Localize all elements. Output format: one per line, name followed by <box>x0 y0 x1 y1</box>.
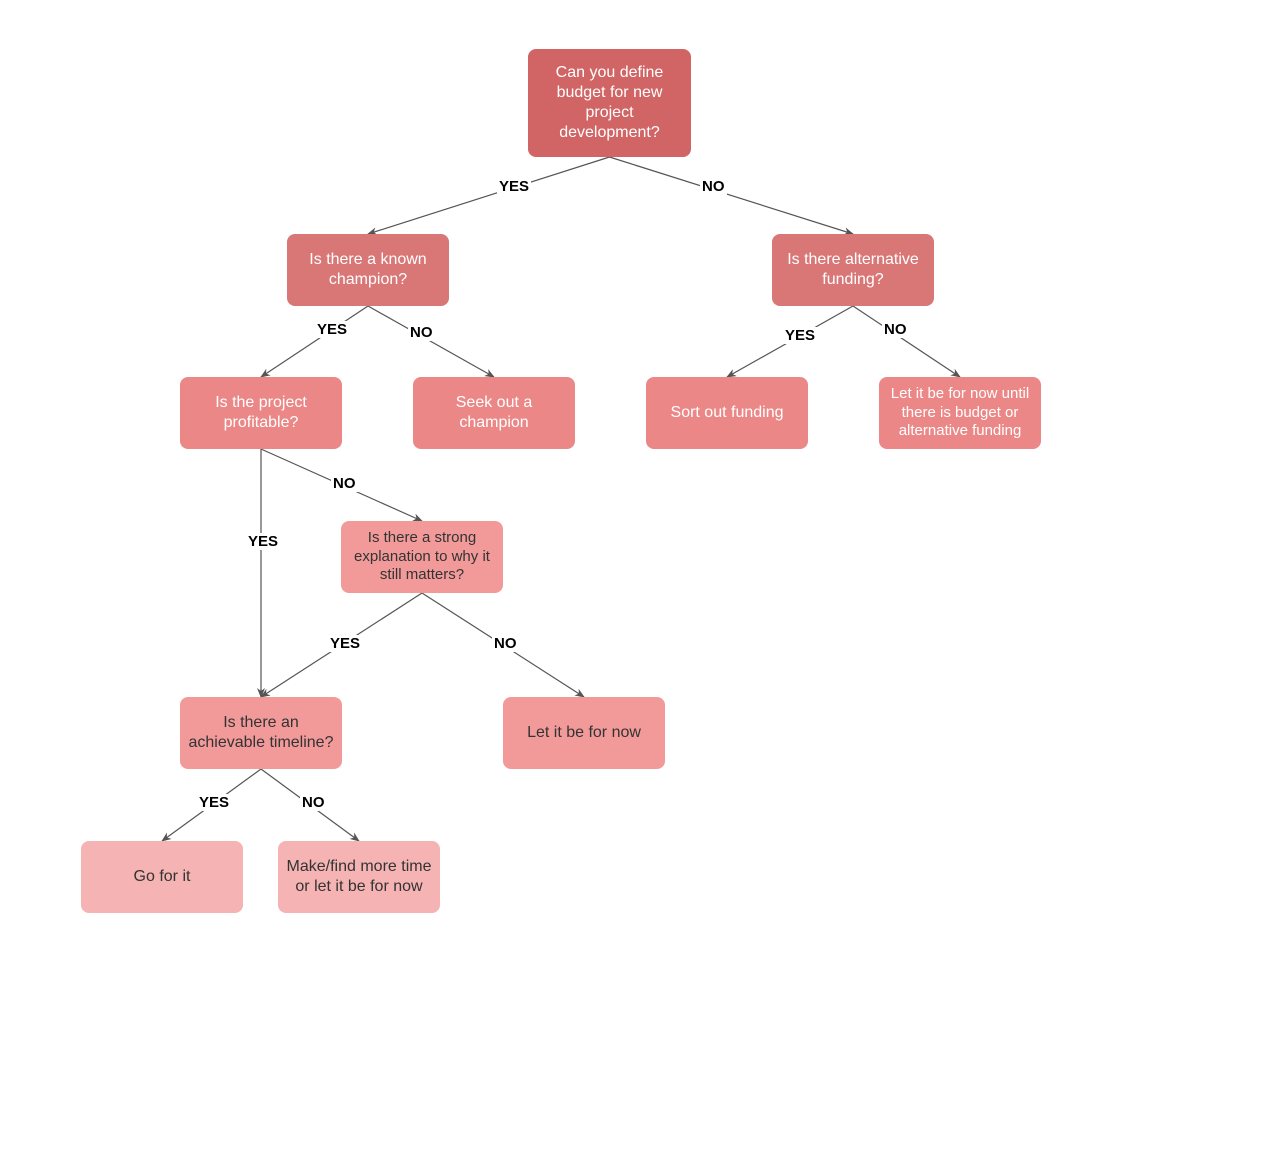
flowchart-edge-label: YES <box>328 635 362 652</box>
flowchart-node: Let it be for now <box>503 697 665 769</box>
flowchart-node: Seek out a champion <box>413 377 575 449</box>
flowchart-edge-label: NO <box>492 635 519 652</box>
flowchart-edge-label: NO <box>331 475 358 492</box>
flowchart-node: Is there a strong explanation to why it … <box>341 521 503 593</box>
flowchart-node: Go for it <box>81 841 243 913</box>
flowchart-edge-label: NO <box>300 794 327 811</box>
flowchart-node: Is there a known champion? <box>287 234 449 306</box>
flowchart-edge <box>368 157 610 234</box>
flowchart-edge-label: NO <box>882 321 909 338</box>
flowchart-edge <box>610 157 854 234</box>
flowchart-edge-label: NO <box>700 178 727 195</box>
flowchart-node: Can you define budget for new project de… <box>528 49 691 157</box>
flowchart-edge-label: YES <box>246 533 280 550</box>
flowchart-node: Is there alternative funding? <box>772 234 934 306</box>
flowchart-edge <box>261 306 368 377</box>
flowchart-node: Is the project profitable? <box>180 377 342 449</box>
flowchart-node: Let it be for now until there is budget … <box>879 377 1041 449</box>
flowchart-edge <box>853 306 960 377</box>
flowchart-node: Sort out funding <box>646 377 808 449</box>
flowchart-node: Make/find more time or let it be for now <box>278 841 440 913</box>
flowchart-edge-label: YES <box>315 321 349 338</box>
flowchart-edge <box>368 306 494 377</box>
flowchart-edge-label: YES <box>197 794 231 811</box>
flowchart-edge-label: YES <box>497 178 531 195</box>
flowchart-edges <box>0 0 1280 1175</box>
flowchart-edge-label: YES <box>783 327 817 344</box>
flowchart-canvas: Can you define budget for new project de… <box>0 0 1280 1175</box>
flowchart-node: Is there an achievable timeline? <box>180 697 342 769</box>
flowchart-edge-label: NO <box>408 324 435 341</box>
